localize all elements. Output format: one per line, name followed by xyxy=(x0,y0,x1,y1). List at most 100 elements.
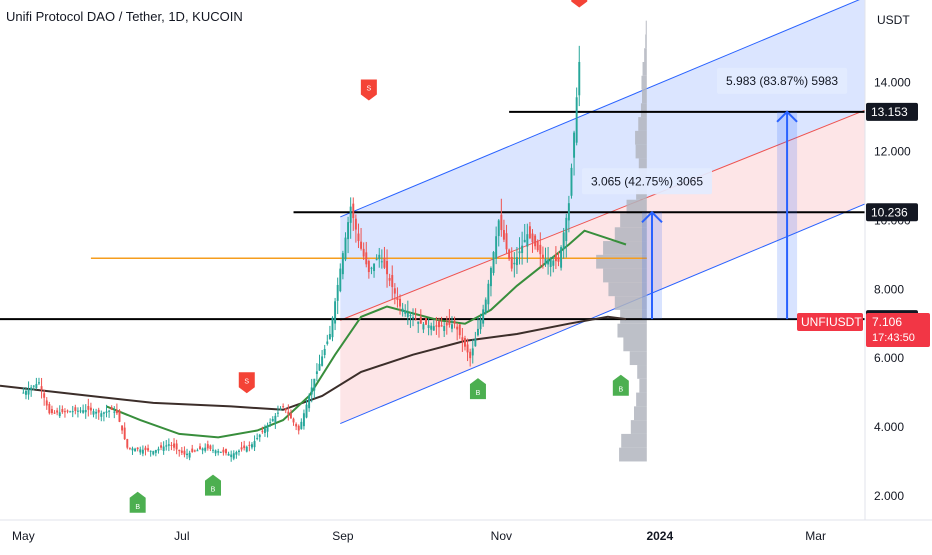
current-price: 7.106 xyxy=(872,315,902,329)
candle-body-161 xyxy=(440,325,443,327)
currency-label: USDT xyxy=(877,13,910,27)
price-label-bg-1 xyxy=(866,203,918,222)
candle-body-40 xyxy=(126,439,129,448)
candle-body-191 xyxy=(518,251,521,254)
candle-body-120 xyxy=(334,301,337,324)
profile-bar-21 xyxy=(620,309,647,324)
candle-body-52 xyxy=(157,448,160,451)
candle-body-182 xyxy=(495,236,498,259)
candle-body-62 xyxy=(183,450,186,455)
candle-body-85 xyxy=(243,445,246,449)
channel-upper-line[interactable] xyxy=(340,0,883,218)
candle-body-81 xyxy=(232,453,235,459)
candle-body-76 xyxy=(219,451,222,453)
candle-body-160 xyxy=(438,321,440,328)
profile-bar-2 xyxy=(644,48,647,62)
profile-bar-28 xyxy=(634,406,647,421)
candle-body-44 xyxy=(136,447,139,450)
candle-body-20 xyxy=(74,407,77,411)
buy-signal-label-3: B xyxy=(135,504,140,511)
candle-body-145 xyxy=(399,298,402,307)
profile-bar-19 xyxy=(608,282,647,297)
profile-bar-20 xyxy=(614,296,647,310)
candle-body-123 xyxy=(341,253,344,275)
candle-body-114 xyxy=(318,363,321,371)
candle-body-21 xyxy=(76,410,79,412)
profile-bar-18 xyxy=(603,268,647,283)
candle-body-209 xyxy=(565,217,568,242)
profile-bar-29 xyxy=(630,420,647,434)
profile-bar-10 xyxy=(638,158,647,173)
candle-body-38 xyxy=(121,425,124,431)
candle-body-60 xyxy=(178,449,181,452)
candle-body-165 xyxy=(451,324,453,329)
candle-body-157 xyxy=(430,325,433,330)
candle-body-5 xyxy=(35,383,38,389)
x-tick-2: Sep xyxy=(332,529,354,543)
buy-signal-label-4: B xyxy=(211,487,216,494)
candle-body-37 xyxy=(118,410,121,422)
profile-bar-14 xyxy=(620,213,647,228)
candle-body-211 xyxy=(570,167,573,196)
candle-body-105 xyxy=(295,424,298,427)
profile-bar-25 xyxy=(637,365,647,379)
candle-body-103 xyxy=(289,413,292,419)
candle-body-197 xyxy=(534,235,537,247)
chart-title: Unifi Protocol DAO / Tether, 1D, KUCOIN xyxy=(6,9,243,24)
candle-body-4 xyxy=(32,385,35,387)
measure-label-0: 3.065 (42.75%) 3065 xyxy=(591,174,703,188)
candle-body-1 xyxy=(25,390,27,395)
measure-label-box-0 xyxy=(581,168,712,195)
candle-body-148 xyxy=(406,312,409,318)
candle-body-198 xyxy=(536,241,539,251)
profile-bar-24 xyxy=(629,351,647,366)
candle-body-138 xyxy=(380,261,383,263)
candle-body-207 xyxy=(560,247,563,268)
candle-body-6 xyxy=(37,382,40,384)
candle-body-2 xyxy=(27,389,30,395)
candle-body-0 xyxy=(22,392,25,394)
candle-body-135 xyxy=(373,263,376,272)
candle-body-111 xyxy=(310,387,313,395)
y-tick-2: 6.000 xyxy=(874,351,904,365)
channel-lower-line[interactable] xyxy=(340,195,884,425)
channel-mid-line[interactable] xyxy=(340,109,866,321)
candle-body-125 xyxy=(347,222,350,240)
volume-profile xyxy=(596,20,647,462)
candle-body-117 xyxy=(326,341,329,344)
candle-body-183 xyxy=(497,220,500,237)
candle-body-74 xyxy=(214,450,217,454)
price-label-1: 10.236 xyxy=(871,205,908,219)
candle-body-14 xyxy=(58,412,61,417)
candle-body-199 xyxy=(539,244,542,255)
candle-body-137 xyxy=(378,254,381,260)
candle-body-86 xyxy=(245,446,248,452)
candle-body-63 xyxy=(186,453,189,456)
candle-body-139 xyxy=(383,258,386,268)
candle-body-49 xyxy=(149,450,152,452)
candle-body-70 xyxy=(204,447,207,451)
candle-body-174 xyxy=(474,338,477,347)
profile-bar-23 xyxy=(623,337,647,352)
y-tick-0: 2.000 xyxy=(874,489,904,503)
candle-body-153 xyxy=(419,317,422,324)
candle-body-93 xyxy=(263,428,266,434)
price-label-bg-0 xyxy=(866,102,918,121)
candles xyxy=(22,45,581,462)
candle-body-17 xyxy=(66,410,69,412)
candle-body-112 xyxy=(313,378,316,391)
candle-body-159 xyxy=(435,325,438,327)
sell-signal-label-2: S xyxy=(244,378,249,385)
candle-body-16 xyxy=(63,411,66,413)
candle-body-43 xyxy=(134,448,137,452)
price-range-measures[interactable]: 3.065 (42.75%) 3065 5.983 (83.87%) 5983 xyxy=(581,67,848,320)
candle-body-131 xyxy=(362,248,365,257)
candle-body-83 xyxy=(238,450,240,453)
profile-bar-8 xyxy=(635,130,647,145)
profile-bar-26 xyxy=(639,378,647,393)
profile-bar-15 xyxy=(614,227,647,242)
candle-body-201 xyxy=(544,258,547,265)
